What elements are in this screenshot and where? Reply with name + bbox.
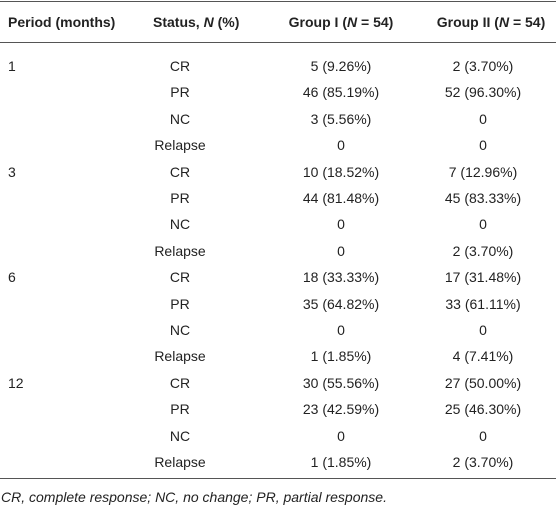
value-cell: 18 (33.33%) [302,269,380,286]
status-cell: Relapse [154,454,206,470]
status-cell: PR [170,190,190,206]
value-cell: 0 [479,322,487,338]
status-cell: CR [169,269,191,286]
bottom-rule [0,478,556,479]
value-cell: 0 [337,322,345,338]
value-cell: 3 (5.56%) [310,110,372,127]
value-cell: 2 (3.70%) [452,454,514,470]
value-cell: 27 (50.00%) [444,374,522,391]
status-cell: CR [169,163,191,180]
value-cell: 0 [337,427,345,444]
value-cell: 0 [479,137,487,154]
header-cell: Period (months) [8,13,115,31]
status-cell: Relapse [154,242,206,259]
value-cell: 52 (96.30%) [444,84,522,101]
value-cell: 33 (61.11%) [445,295,521,312]
value-cell: 7 (12.96%) [448,163,518,180]
header-text: (%) [213,14,240,30]
value-cell: 0 [337,242,345,259]
period-cell: 1 [8,58,16,74]
value-cell: 4 (7.41%) [452,348,514,365]
status-cell: NC [169,427,191,444]
value-cell: 0 [479,427,487,444]
value-cell: 1 (1.85%) [310,348,372,365]
value-cell: 17 (31.48%) [444,269,522,286]
header-text: = 54) [509,14,546,30]
status-cell: NC [169,322,191,338]
status-cell: NC [169,110,191,127]
status-cell: PR [170,401,190,418]
status-cell: CR [169,374,191,391]
header-text: N [498,14,510,30]
header-text: Group I ( [288,14,347,30]
value-cell: 0 [479,110,487,127]
status-cell: CR [169,58,191,74]
header-rule [0,42,556,43]
value-cell: 0 [337,137,345,154]
value-cell: 10 (18.52%) [302,163,380,180]
header-text: Status, [153,14,204,30]
status-cell: Relapse [154,348,206,365]
period-cell: 6 [8,269,16,286]
value-cell: 45 (83.33%) [444,190,522,206]
status-cell: PR [170,84,190,101]
period-cell: 12 [8,374,24,391]
period-cell: 3 [8,163,16,180]
header-cell: Status, N (%) [153,13,239,31]
status-cell: PR [170,295,190,312]
header-text: N [203,14,214,30]
value-cell: 2 (3.70%) [452,58,514,74]
value-cell: 2 (3.70%) [452,242,514,259]
header-text: N [347,14,358,30]
value-cell: 25 (46.30%) [444,401,522,418]
header-cell: Group II (N = 54) [437,13,546,31]
value-cell: 35 (64.82%) [302,295,380,312]
value-cell: 0 [479,216,487,233]
header-text: Period (months) [8,14,116,30]
header-text: Group II ( [436,14,499,30]
status-cell: Relapse [154,137,206,154]
footnote: CR, complete response; NC, no change; PR… [1,489,387,505]
status-cell: NC [169,216,191,233]
value-cell: 0 [337,216,345,233]
value-cell: 23 (42.59%) [302,401,380,418]
value-cell: 5 (9.26%) [310,58,372,74]
top-rule [0,1,556,2]
value-cell: 1 (1.85%) [310,454,372,470]
value-cell: 44 (81.48%) [302,190,380,206]
header-text: = 54) [357,14,394,30]
value-cell: 46 (85.19%) [302,84,380,101]
header-cell: Group I (N = 54) [289,13,394,31]
value-cell: 30 (55.56%) [302,374,380,391]
